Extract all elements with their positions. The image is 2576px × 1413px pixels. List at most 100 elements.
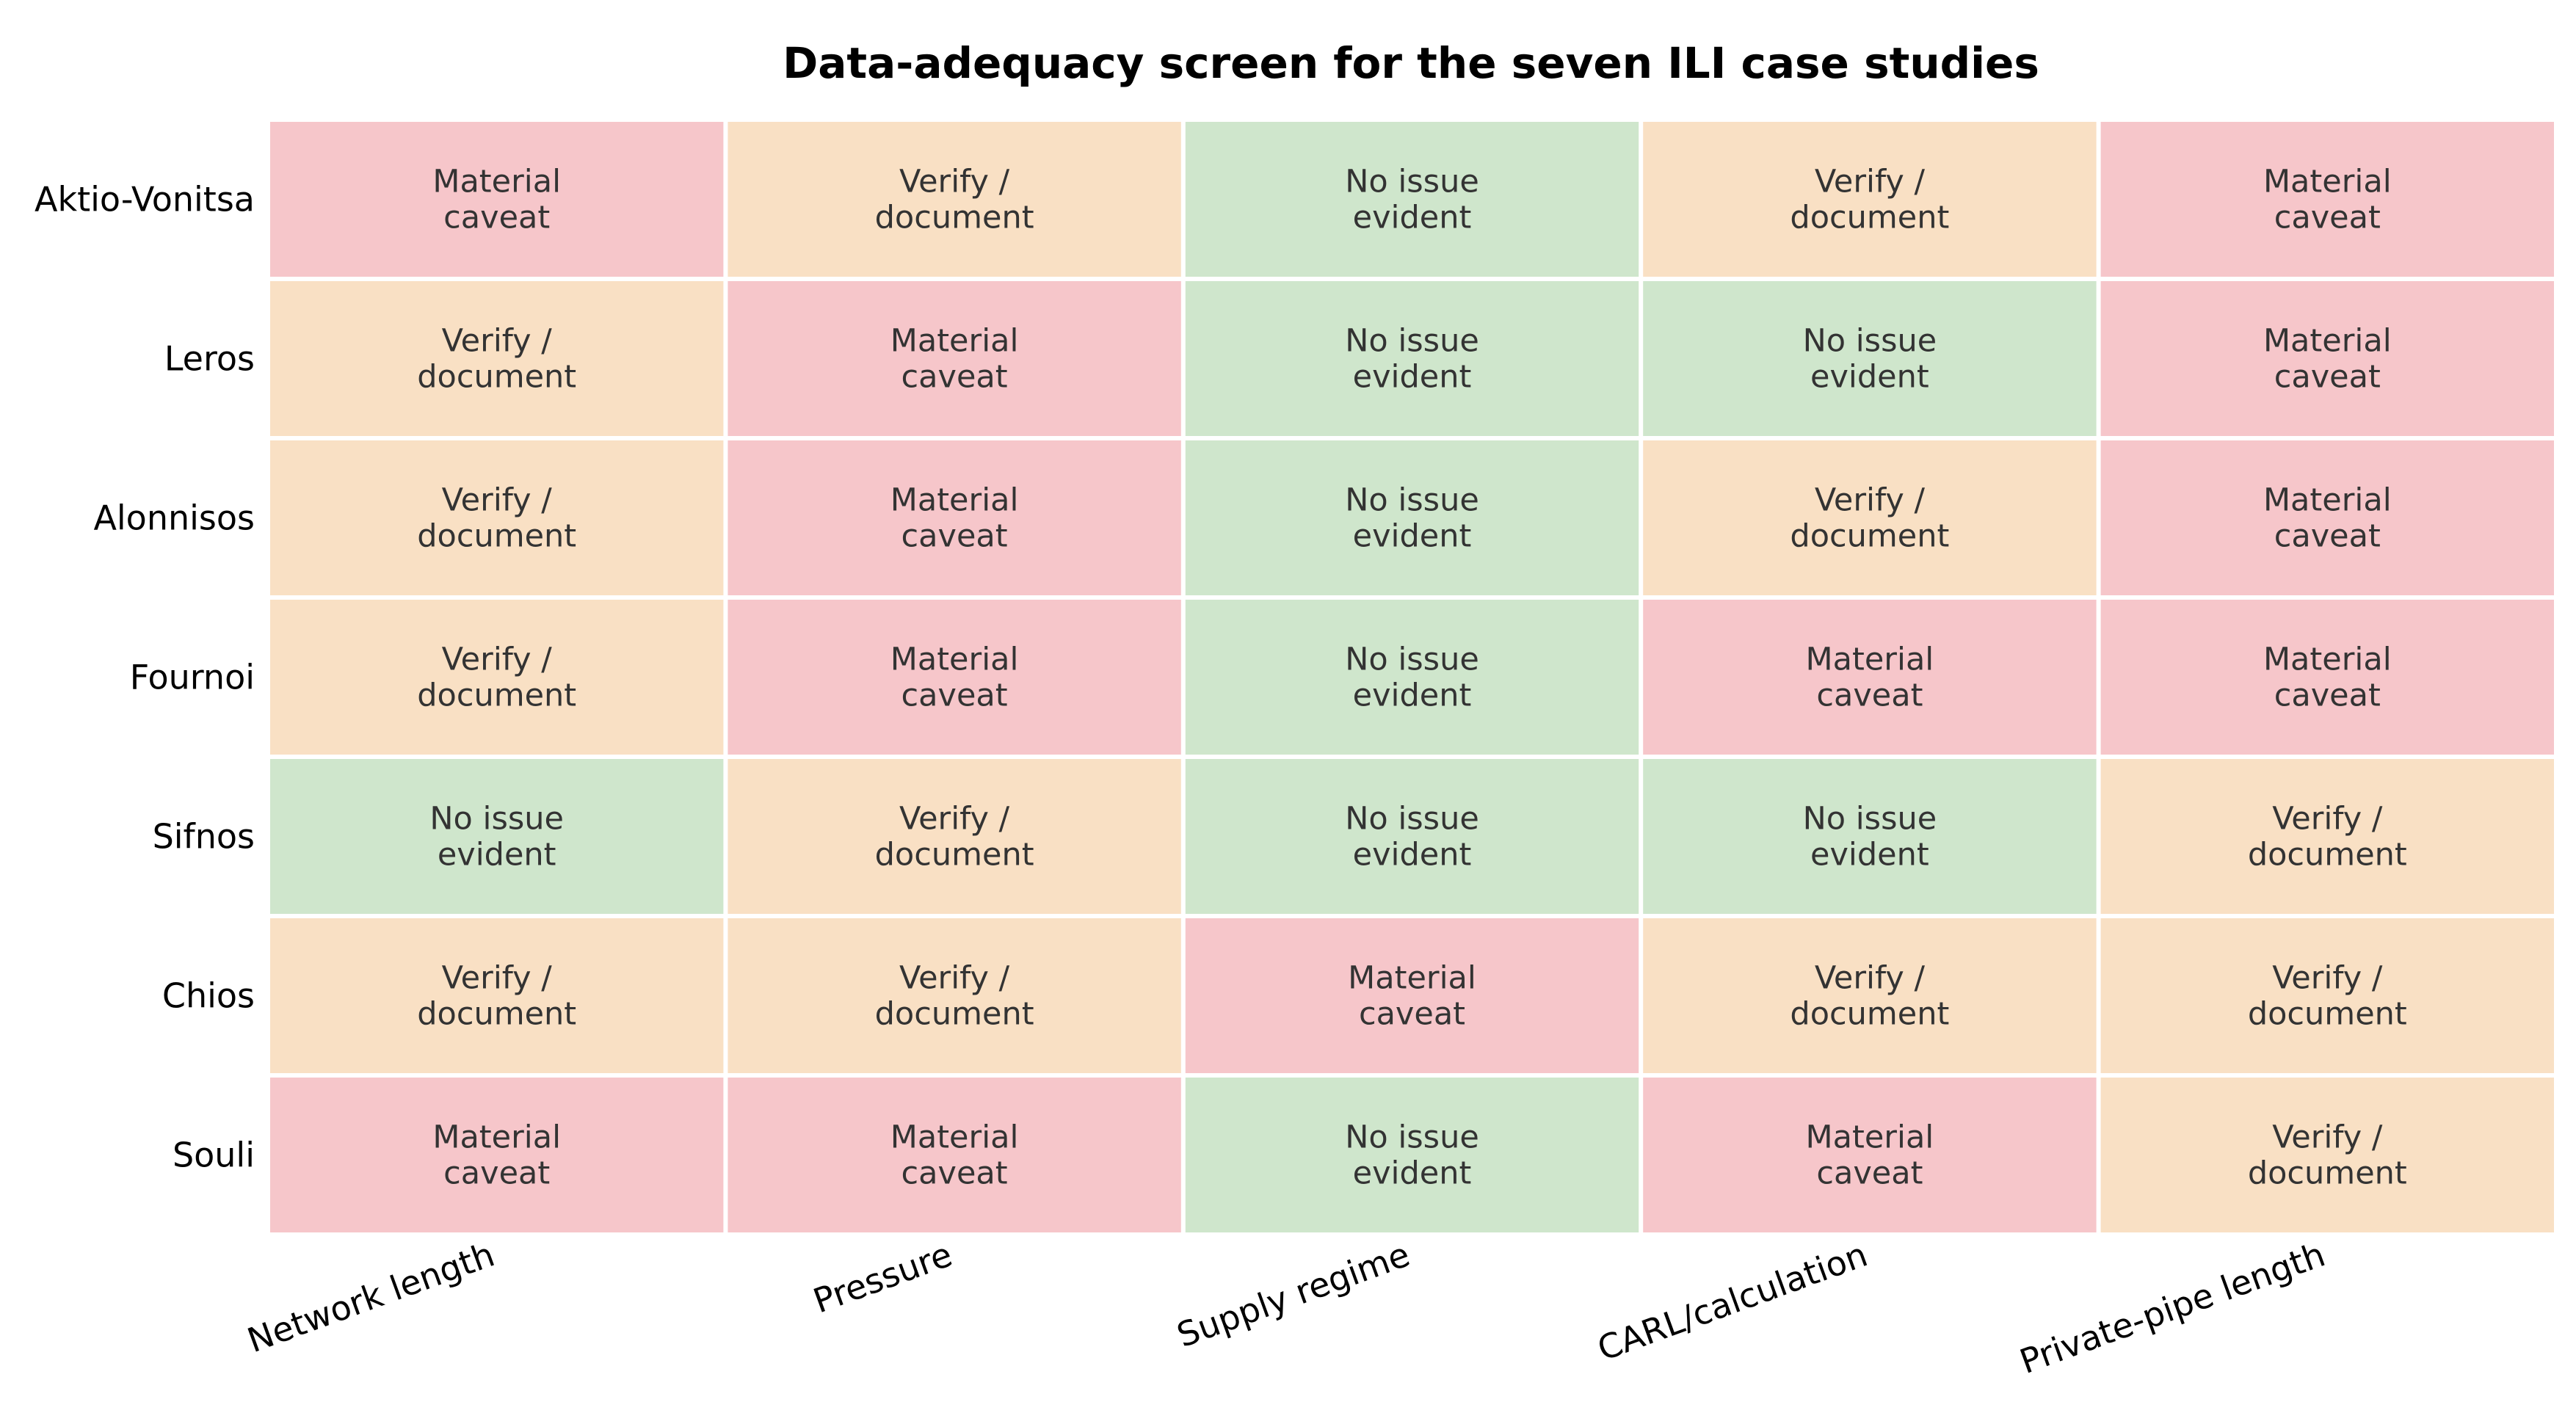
column-label-supply-regime: Supply regime	[1172, 1235, 1415, 1356]
heatmap-cell-fill	[728, 918, 1181, 1073]
cell-label-line: Material	[890, 482, 1019, 519]
chart-title: Data-adequacy screen for the seven ILI c…	[783, 38, 2039, 88]
cell-label-line: caveat	[2274, 359, 2381, 396]
cell-label-line: evident	[1353, 837, 1472, 873]
cell-label-line: caveat	[2274, 678, 2381, 714]
cell-label-line: Verify /	[1815, 960, 1926, 997]
cell-label-line: caveat	[443, 200, 550, 236]
heatmap-cell-chios-pressure: Verify /document	[728, 918, 1181, 1073]
cell-label-line: document	[875, 837, 1034, 873]
row-label-alonnisos: Alonnisos	[93, 498, 255, 538]
cell-label-line: Material	[432, 1119, 561, 1156]
heatmap-cell-fill	[1185, 281, 1639, 436]
heatmap-cell-fill	[270, 918, 724, 1073]
column-label-pressure: Pressure	[808, 1235, 957, 1321]
cell-label-line: Verify /	[2272, 1119, 2383, 1156]
cell-label-line: No issue	[1345, 642, 1479, 678]
heatmap-cell-fill	[728, 122, 1181, 277]
heatmap-cell-fill	[1643, 1078, 2097, 1232]
heatmap-cell-fill	[270, 122, 724, 277]
column-label-carl-calculation: CARL/calculation	[1592, 1235, 1873, 1369]
cell-label-line: evident	[1353, 359, 1472, 396]
heatmap-cell-aktio-vonitsa-pressure: Verify /document	[728, 122, 1181, 277]
cell-label-line: Verify /	[442, 960, 553, 997]
cell-label-line: caveat	[443, 1155, 550, 1192]
row-label-sifnos: Sifnos	[153, 817, 255, 857]
heatmap-cell-aktio-vonitsa-carl-calculation: Verify /document	[1643, 122, 2097, 277]
cell-label-line: No issue	[1803, 323, 1937, 360]
heatmap-cell-fill	[2100, 440, 2554, 595]
row-label-chios: Chios	[162, 976, 255, 1016]
column-label-network-length: Network length	[242, 1235, 499, 1361]
row-label-aktio-vonitsa: Aktio-Vonitsa	[35, 180, 255, 219]
heatmap-cell-chios-carl-calculation: Verify /document	[1643, 918, 2097, 1073]
cell-label-line: No issue	[1345, 482, 1479, 519]
cell-label-line: Verify /	[442, 323, 553, 360]
heatmap-cell-fill	[2100, 122, 2554, 277]
heatmap-cell-fill	[2100, 918, 2554, 1073]
cell-label-line: No issue	[1345, 1119, 1479, 1156]
heatmap-cell-fill	[2100, 281, 2554, 436]
heatmap-cell-sifnos-private-pipe-length: Verify /document	[2100, 759, 2554, 914]
cell-label-line: Verify /	[899, 960, 1010, 997]
heatmap-cell-fill	[270, 281, 724, 436]
cell-label-line: Verify /	[1815, 482, 1926, 519]
cell-label-line: caveat	[901, 359, 1008, 396]
cell-label-line: No issue	[429, 801, 564, 838]
cell-label-line: Verify /	[442, 642, 553, 678]
cell-label-line: document	[417, 518, 576, 555]
cell-label-line: document	[2248, 996, 2407, 1033]
column-labels: Network length Pressure Supply regime CARL/…	[242, 1235, 2330, 1381]
cell-label-line: No issue	[1345, 323, 1479, 360]
row-label-souli: Souli	[173, 1136, 255, 1175]
cell-label-line: document	[875, 200, 1034, 236]
cell-label-line: Verify /	[2272, 960, 2383, 997]
heatmap-cell-fill	[270, 759, 724, 914]
cell-label-line: evident	[1810, 359, 1929, 396]
cell-label-line: caveat	[2274, 518, 2381, 555]
heatmap-cell-fill	[1643, 440, 2097, 595]
heatmap-cell-sifnos-pressure: Verify /document	[728, 759, 1181, 914]
heatmap-cell-fill	[270, 600, 724, 755]
cell-label-line: evident	[1353, 200, 1472, 236]
heatmap-cell-chios-private-pipe-length: Verify /document	[2100, 918, 2554, 1073]
heatmap-cell-fill	[1185, 918, 1639, 1073]
cell-label-line: document	[875, 996, 1034, 1033]
heatmap-cell-fill	[1185, 122, 1639, 277]
column-label-private-pipe-length: Private-pipe length	[2014, 1235, 2330, 1381]
heatmap-cell-fill	[1185, 1078, 1639, 1232]
cell-label-line: document	[2248, 1155, 2407, 1192]
heatmap-cell-fill	[270, 440, 724, 595]
heatmap-cell-fill	[728, 600, 1181, 755]
cell-label-line: caveat	[901, 1155, 1008, 1192]
heatmap-cell-souli-private-pipe-length: Verify /document	[2100, 1078, 2554, 1232]
cell-label-line: document	[417, 678, 576, 714]
cell-label-line: document	[1790, 200, 1949, 236]
heatmap-cell-fill	[270, 1078, 724, 1232]
heatmap-cell-alonnisos-carl-calculation: Verify /document	[1643, 440, 2097, 595]
cell-label-line: Verify /	[2272, 801, 2383, 838]
cell-label-line: caveat	[1359, 996, 1465, 1033]
cell-label-line: document	[2248, 837, 2407, 873]
cell-label-line: No issue	[1803, 801, 1937, 838]
row-labels: Aktio-Vonitsa Leros Alonnisos Fournoi Sifnos…	[35, 180, 255, 1175]
cell-label-line: document	[1790, 996, 1949, 1033]
heatmap-cell-fill	[728, 1078, 1181, 1232]
cell-label-line: Material	[2263, 642, 2392, 678]
heatmap-cell-chios-network-length: Verify /document	[270, 918, 724, 1073]
